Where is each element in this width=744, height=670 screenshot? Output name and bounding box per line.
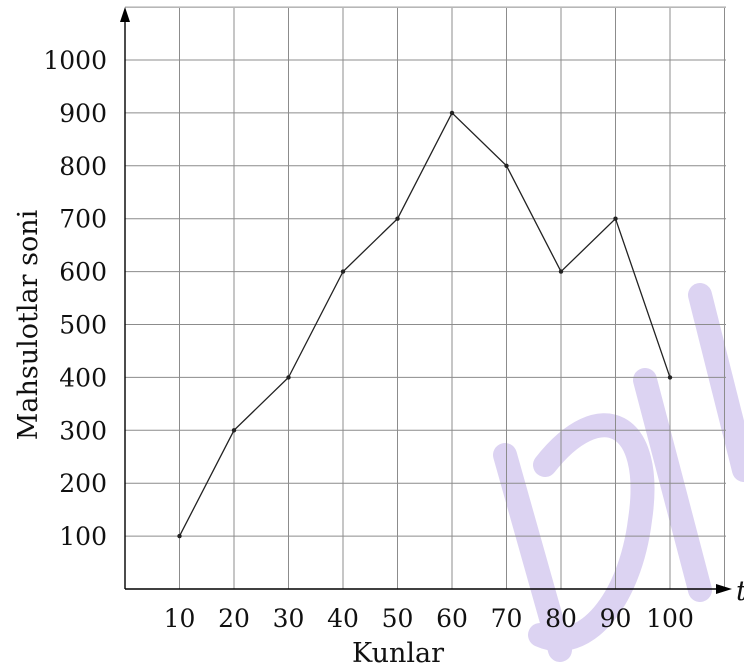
data-point: [395, 216, 400, 221]
y-tick-label: 900: [59, 99, 107, 128]
x-axis-title: Kunlar: [352, 638, 444, 669]
x-tick-label: 60: [436, 604, 468, 633]
y-tick-label: 800: [59, 152, 107, 181]
x-tick-label: 10: [164, 604, 196, 633]
y-tick-label: 700: [59, 205, 107, 234]
x-tick-label: 30: [273, 604, 305, 633]
data-point: [231, 428, 237, 433]
y-tick-label: 200: [59, 469, 107, 498]
x-tick-label: 80: [545, 604, 577, 633]
y-tick-label: 100: [59, 522, 107, 551]
x-tick-label: 40: [327, 604, 359, 633]
series-line: [178, 111, 671, 537]
x-tick-label: 20: [218, 604, 250, 633]
watermark-lettering: [493, 283, 744, 662]
grid: [125, 6, 726, 589]
x-tick-label: 100: [646, 604, 694, 633]
x-tick-label: 90: [600, 604, 632, 633]
data-point: [340, 269, 346, 274]
data-point: [504, 163, 509, 168]
tick-labels: 10 20 30 40 50 60 70 80 90 100 100 200 300 400 500 600 7…: [43, 46, 693, 633]
x-axis-end-label: t: [736, 576, 744, 607]
x-tick-label: 70: [491, 604, 523, 633]
y-axis-arrow-icon: [120, 7, 130, 22]
y-tick-label: 1000: [43, 46, 107, 75]
y-tick-label: 600: [59, 258, 107, 287]
y-axis-title: Mahsulotlar soni: [13, 209, 44, 440]
y-tick-label: 400: [59, 363, 107, 392]
y-tick-label: 500: [59, 311, 107, 340]
data-point: [558, 269, 564, 274]
data-series: [177, 110, 673, 539]
data-point: [613, 216, 618, 221]
x-axis-arrow-icon: [716, 584, 732, 594]
x-tick-label: 50: [382, 604, 414, 633]
y-tick-label: 300: [59, 416, 107, 445]
data-point: [286, 375, 291, 380]
data-point: [449, 110, 455, 116]
data-point: [177, 533, 182, 539]
axes: [120, 7, 732, 594]
data-point: [667, 375, 673, 380]
